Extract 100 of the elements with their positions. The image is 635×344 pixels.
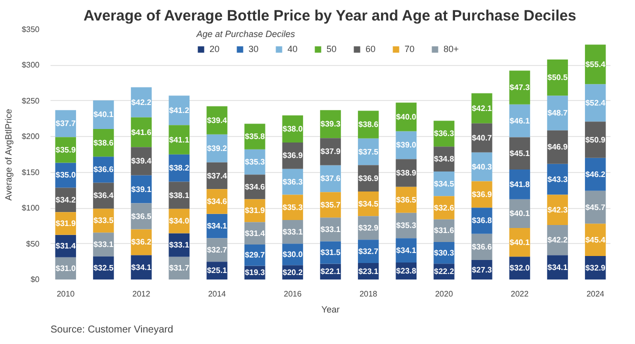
data-label: $34.8 xyxy=(434,154,455,164)
data-label: $33.1 xyxy=(320,224,342,234)
bar xyxy=(584,84,606,122)
legend-label: 50 xyxy=(326,44,338,54)
x-tick-label: 2020 xyxy=(435,290,454,298)
data-label: $42.1 xyxy=(472,104,492,113)
data-label: $35.8 xyxy=(244,132,266,142)
data-label: $32.9 xyxy=(358,223,379,232)
data-label: $34.1 xyxy=(206,222,228,231)
data-label: $31.4 xyxy=(244,228,266,238)
data-label: $35.3 xyxy=(244,157,266,166)
data-label: $36.4 xyxy=(93,191,114,200)
data-label: $31.9 xyxy=(56,219,76,228)
data-label: $52.4 xyxy=(585,98,606,108)
data-label: $39.3 xyxy=(320,120,342,129)
data-label: $22.2 xyxy=(434,267,455,276)
data-label: $48.7 xyxy=(548,108,568,118)
bar xyxy=(168,96,190,126)
data-label: $38.2 xyxy=(169,164,190,173)
data-label: $42.3 xyxy=(548,205,568,214)
data-label: $23.1 xyxy=(358,266,379,276)
data-label: $38.0 xyxy=(282,124,304,134)
data-label: $39.1 xyxy=(131,184,152,194)
data-label: $34.1 xyxy=(548,262,568,272)
data-label: $33.5 xyxy=(93,216,114,226)
data-label: $40.1 xyxy=(510,238,530,247)
data-label: $32.7 xyxy=(206,245,228,254)
data-label: $40.0 xyxy=(396,112,417,122)
data-label: $35.3 xyxy=(282,202,304,212)
data-label: $32.7 xyxy=(358,246,379,256)
data-label: $38.6 xyxy=(93,138,114,148)
data-label: $33.1 xyxy=(282,227,304,236)
data-label: $32.6 xyxy=(434,203,455,212)
data-label: $32.5 xyxy=(93,263,114,272)
data-label: $45.4 xyxy=(585,235,606,244)
bar xyxy=(547,96,568,130)
data-label: $45.7 xyxy=(585,202,606,212)
data-label: $41.6 xyxy=(131,128,152,137)
data-label: $29.7 xyxy=(244,250,266,260)
data-label: $35.3 xyxy=(396,221,417,230)
x-tick-label: 2018 xyxy=(359,290,378,298)
data-label: $34.2 xyxy=(56,195,76,204)
bar xyxy=(584,190,606,224)
data-label: $34.6 xyxy=(244,182,266,192)
data-label: $32.9 xyxy=(585,263,606,272)
y-tick-label: $0 xyxy=(30,275,40,284)
data-label: $46.2 xyxy=(585,170,606,179)
data-label: $23.8 xyxy=(396,266,417,276)
source-note: Source: Customer Vineyard xyxy=(50,324,174,336)
data-label: $33.1 xyxy=(169,240,190,250)
data-label: $34.6 xyxy=(206,197,228,206)
data-label: $35.7 xyxy=(320,200,342,210)
data-label: $41.2 xyxy=(169,106,190,115)
x-tick-label: 2010 xyxy=(56,290,76,298)
bar xyxy=(584,158,606,191)
x-tick-label: 2022 xyxy=(510,290,530,298)
data-label: $39.4 xyxy=(131,156,152,166)
legend-label: 20 xyxy=(210,44,221,54)
x-tick-label: 2014 xyxy=(208,290,226,298)
data-label: $31.5 xyxy=(320,248,342,257)
data-label: $39.0 xyxy=(396,140,417,150)
data-label: $36.6 xyxy=(93,165,114,174)
data-label: $36.8 xyxy=(472,216,492,226)
data-label: $31.6 xyxy=(434,226,455,236)
legend-label: 70 xyxy=(404,44,416,54)
data-label: $34.5 xyxy=(358,199,379,208)
y-tick-label: $200 xyxy=(22,132,40,142)
legend-label: 60 xyxy=(366,44,377,54)
bar xyxy=(168,125,190,154)
y-tick-label: $300 xyxy=(22,60,40,70)
y-axis-title: Average of AvgBtlPrice xyxy=(4,108,14,201)
data-label: $40.3 xyxy=(472,162,492,172)
y-tick-label: $50 xyxy=(26,239,40,248)
data-label: $36.6 xyxy=(472,242,492,252)
legend-title: Age at Purchase Deciles xyxy=(196,29,296,39)
data-label: $35.0 xyxy=(56,170,76,180)
chart-title: Average of Average Bottle Price by Year and Age at Purchase Deciles xyxy=(83,8,576,24)
data-label: $36.3 xyxy=(434,129,455,138)
data-label: $37.4 xyxy=(206,171,228,180)
data-label: $31.7 xyxy=(169,264,190,273)
data-label: $34.5 xyxy=(434,179,455,188)
data-label: $36.2 xyxy=(131,238,152,247)
data-label: $46.9 xyxy=(548,142,568,152)
data-label: $42.2 xyxy=(131,98,152,107)
data-label: $36.3 xyxy=(282,177,304,186)
y-tick-label: $250 xyxy=(22,96,40,106)
data-label: $43.3 xyxy=(548,174,568,184)
data-label: $34.1 xyxy=(396,246,417,255)
data-label: $38.9 xyxy=(396,168,417,178)
bar xyxy=(584,44,606,84)
data-label: $40.1 xyxy=(510,209,530,218)
legend-label: 80+ xyxy=(444,44,460,54)
data-label: $37.9 xyxy=(320,147,342,156)
data-label: $36.5 xyxy=(396,195,417,204)
data-label: $27.3 xyxy=(472,265,492,274)
data-label: $34.1 xyxy=(131,262,152,272)
data-label: $39.4 xyxy=(206,116,228,125)
data-label: $47.3 xyxy=(510,82,530,92)
data-label: $32.0 xyxy=(510,264,530,273)
data-label: $33.1 xyxy=(93,240,114,249)
